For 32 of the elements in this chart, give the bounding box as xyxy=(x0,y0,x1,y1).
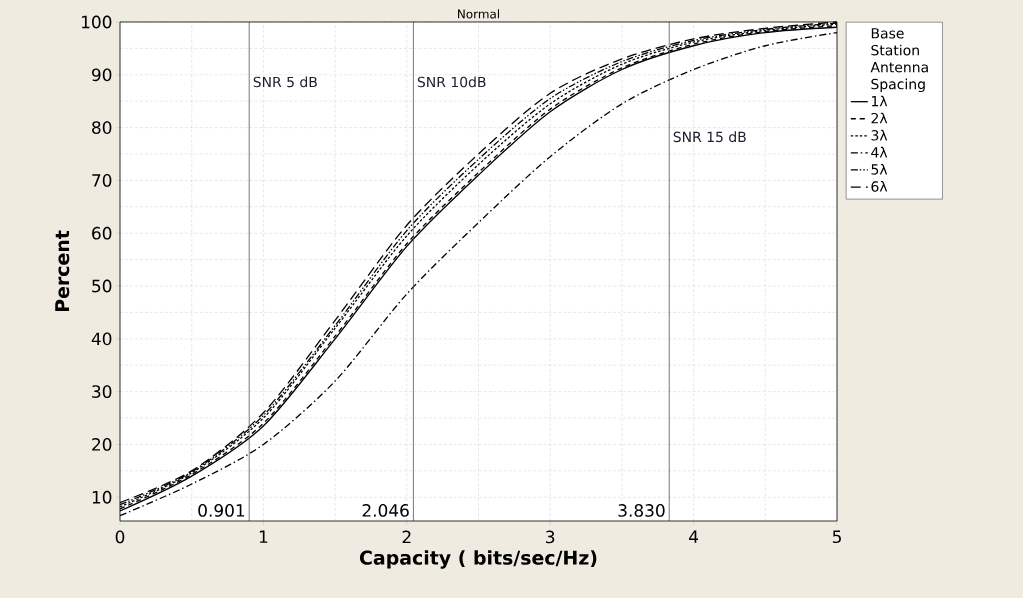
legend-label: 1λ xyxy=(872,95,888,107)
y-axis-title: Percent xyxy=(55,230,70,312)
legend-label: 6λ xyxy=(871,181,888,192)
x-axis-title: Capacity ( bits/sec/Hz) xyxy=(359,550,597,569)
chart-title: Normal xyxy=(458,9,500,19)
annotation: 0.901 xyxy=(198,504,245,517)
x-tick-label: 0 xyxy=(115,530,125,544)
y-tick-label: 70 xyxy=(92,173,112,187)
annotation: 3.830 xyxy=(618,504,665,517)
ref-line-label: SNR 15 dB xyxy=(673,131,746,143)
y-tick-label: 50 xyxy=(92,279,112,293)
x-tick-label: 1 xyxy=(259,530,268,543)
x-tick-label: 4 xyxy=(689,530,699,543)
y-tick-label: 30 xyxy=(92,385,112,399)
x-tick-label: 5 xyxy=(832,530,841,544)
y-tick-label: 100 xyxy=(82,15,112,29)
legend-label: 3λ xyxy=(871,129,888,141)
annotation: 2.046 xyxy=(362,504,409,517)
y-tick-label: 80 xyxy=(92,121,112,134)
y-tick-label: 10 xyxy=(92,490,112,504)
y-tick-label: 90 xyxy=(91,68,112,82)
y-tick-label: 40 xyxy=(91,332,112,346)
legend-title: Base Station Antenna Spacing xyxy=(870,28,928,93)
legend-label: 4λ xyxy=(871,146,888,158)
y-tick-label: 60 xyxy=(92,226,112,240)
legend-label: 5λ xyxy=(871,163,888,175)
x-tick-label: 2 xyxy=(402,530,411,544)
legend-label: 2λ xyxy=(871,112,888,124)
ref-line-label: SNR 10dB xyxy=(417,76,486,88)
ref-line-label: SNR 5 dB xyxy=(253,76,317,88)
y-tick-label: 20 xyxy=(92,438,112,451)
x-tick-label: 3 xyxy=(546,530,555,544)
